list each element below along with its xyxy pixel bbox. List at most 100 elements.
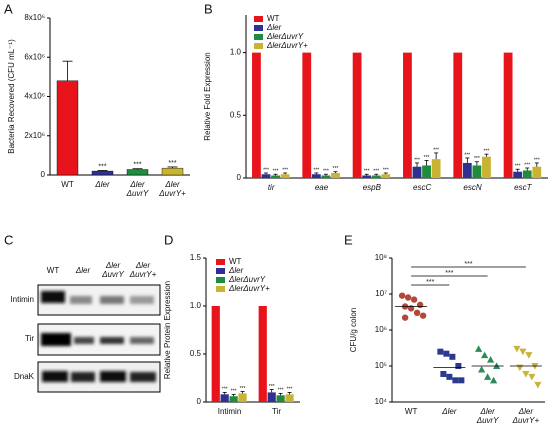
point xyxy=(475,345,483,352)
point xyxy=(437,348,444,355)
significance: *** xyxy=(464,152,470,158)
significance: *** xyxy=(240,386,246,392)
x-tick-label: Δler xyxy=(164,180,180,189)
point xyxy=(522,370,530,378)
x-tick-label: escN xyxy=(463,183,481,192)
row-label: DnaK xyxy=(14,372,35,381)
significance: *** xyxy=(222,387,228,393)
bar xyxy=(321,175,331,178)
bar xyxy=(381,174,391,178)
legend-label: Δler xyxy=(228,266,244,275)
significance: *** xyxy=(273,169,279,175)
x-tick-label: Δler xyxy=(94,180,110,189)
bar xyxy=(56,80,79,176)
bar xyxy=(276,395,285,402)
point xyxy=(449,353,456,360)
band xyxy=(41,291,65,303)
significance: *** xyxy=(445,270,453,277)
significance: *** xyxy=(333,166,339,172)
legend-swatch xyxy=(254,25,263,31)
y-tick-label: 1.0 xyxy=(230,48,242,57)
significance: *** xyxy=(424,155,430,161)
bar xyxy=(267,392,276,402)
bar xyxy=(252,52,261,178)
point xyxy=(398,292,406,299)
band xyxy=(130,372,156,382)
point xyxy=(446,373,453,380)
y-tick-label: 10⁶ xyxy=(375,325,387,334)
x-tick-label: Δler xyxy=(479,407,495,416)
x-tick-label: WT xyxy=(61,180,74,189)
bar xyxy=(453,52,463,178)
bar xyxy=(311,174,321,178)
y-tick-label: 0 xyxy=(197,397,202,406)
bar xyxy=(229,396,238,402)
panel-letter: C xyxy=(4,232,13,247)
bar xyxy=(261,174,271,178)
legend-swatch xyxy=(216,286,225,292)
blot-panel: C xyxy=(4,232,161,393)
point xyxy=(534,381,542,389)
y-tick-label: 2x10⁶ xyxy=(24,131,45,140)
y-axis-label: Bacteria Recovered (CFU mL⁻¹) xyxy=(7,39,16,154)
x-tick-label: Δler xyxy=(75,266,91,275)
legend-swatch xyxy=(216,277,225,283)
band xyxy=(70,296,92,304)
significance: *** xyxy=(433,147,439,153)
point xyxy=(478,365,486,373)
legend-swatch xyxy=(254,34,263,40)
y-tick-label: 6x10⁶ xyxy=(24,52,45,61)
x-tick-label: ΔuvrY xyxy=(101,270,124,279)
point xyxy=(519,348,527,356)
point xyxy=(452,377,459,384)
x-tick-label: ΔuvrY+ xyxy=(129,270,157,279)
point xyxy=(484,373,492,380)
x-tick-label: escT xyxy=(514,183,532,192)
band xyxy=(100,337,124,344)
point xyxy=(458,377,465,384)
x-tick-label: escC xyxy=(413,183,431,192)
significance: *** xyxy=(168,160,176,167)
significance: *** xyxy=(313,167,319,173)
bands xyxy=(41,291,156,382)
band xyxy=(41,333,71,346)
point xyxy=(481,351,489,359)
significance: *** xyxy=(269,384,275,390)
bar xyxy=(161,167,184,176)
bar xyxy=(503,52,513,178)
legend-label: WT xyxy=(267,14,280,23)
bar xyxy=(522,170,532,178)
bar xyxy=(258,306,267,402)
bar xyxy=(302,52,312,178)
bar xyxy=(220,394,229,402)
panel-letter: D xyxy=(164,232,173,247)
bar xyxy=(482,156,491,178)
bar xyxy=(238,393,247,402)
x-tick-label: eae xyxy=(315,183,329,192)
legend-swatch xyxy=(216,259,225,265)
x-tick-label: Δler xyxy=(441,407,457,416)
point xyxy=(455,363,462,369)
x-tick-label: Tir xyxy=(272,407,281,416)
bar xyxy=(91,170,114,176)
x-tick-label: espB xyxy=(363,183,382,192)
bar xyxy=(271,175,280,178)
y-tick-label: 10⁸ xyxy=(375,253,387,262)
y-tick-label: 10⁷ xyxy=(375,289,387,298)
y-tick-label: 4x10⁶ xyxy=(24,92,45,101)
point xyxy=(413,309,421,317)
bar xyxy=(403,52,412,178)
legend-swatch xyxy=(254,16,263,22)
y-tick-label: 0 xyxy=(41,170,46,179)
significance: *** xyxy=(323,169,329,175)
x-tick-label: WT xyxy=(47,266,60,275)
significance: *** xyxy=(414,157,420,163)
significance: *** xyxy=(474,156,480,162)
bar xyxy=(532,166,542,178)
band xyxy=(74,337,94,344)
bar xyxy=(211,306,220,402)
row-label: Intimin xyxy=(10,295,34,304)
bar xyxy=(462,162,472,178)
significance: *** xyxy=(426,279,434,286)
legend-label: ΔlerΔuvrY xyxy=(228,275,266,284)
